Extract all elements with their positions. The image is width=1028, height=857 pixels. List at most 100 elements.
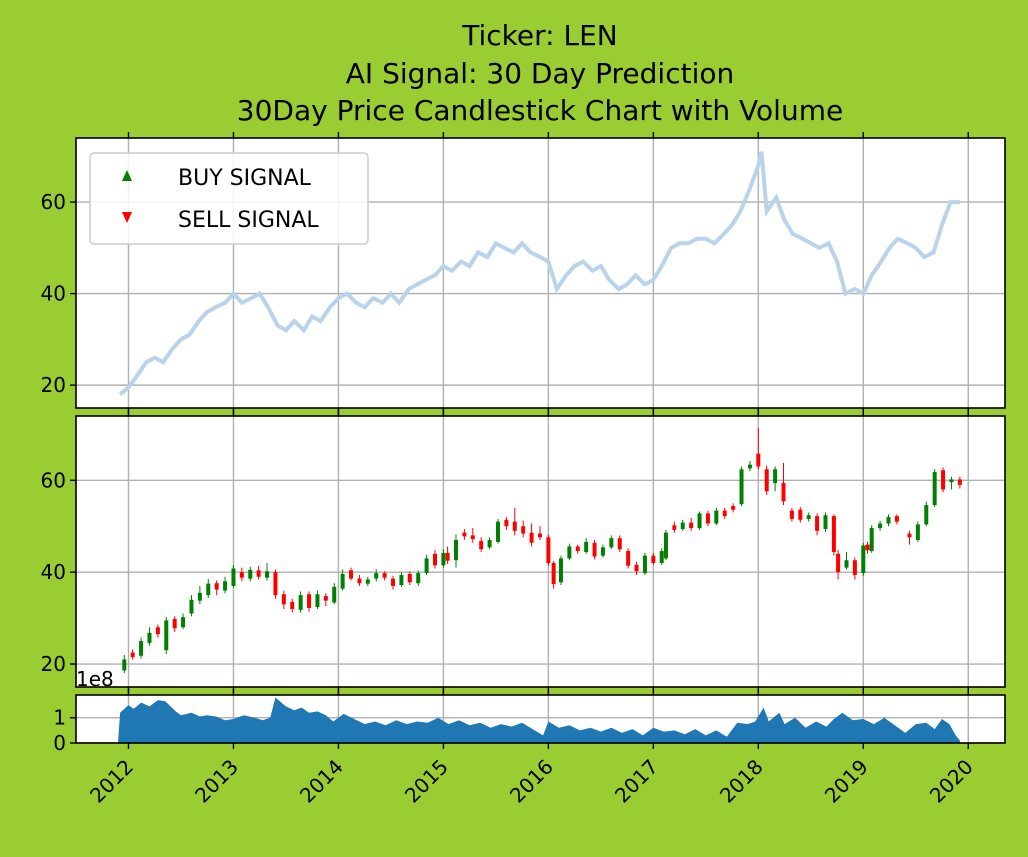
candle-body-93 xyxy=(878,523,883,529)
candle-body-0 xyxy=(122,659,127,671)
candle-body-100 xyxy=(941,470,946,490)
candle-body-46 xyxy=(504,519,509,527)
candle-body-18 xyxy=(273,572,278,596)
candlestick-ytick-label-20: 20 xyxy=(41,652,66,676)
candlestick-panel-grid xyxy=(76,416,1005,687)
candle-body-101 xyxy=(949,479,954,483)
candle-body-96 xyxy=(907,533,912,538)
candle-body-29 xyxy=(365,579,370,584)
volume-panel-frame xyxy=(75,694,1006,744)
candle-body-32 xyxy=(391,578,396,586)
candle-body-35 xyxy=(416,573,421,584)
candle-body-13 xyxy=(231,568,236,586)
candle-body-47 xyxy=(512,521,517,531)
candle-body-51 xyxy=(546,537,551,563)
candle-body-56 xyxy=(584,541,589,552)
candle-body-41 xyxy=(462,532,467,537)
candle-body-50 xyxy=(537,533,542,538)
candle-body-84 xyxy=(815,516,820,531)
candle-body-79 xyxy=(773,469,778,484)
price-panel: 20 40 60 BUY SIGNAL SELL SIGNAL xyxy=(41,132,1006,414)
candle-body-2 xyxy=(139,641,144,656)
candle-body-80 xyxy=(781,483,786,502)
candle-body-87 xyxy=(836,553,841,573)
candlestick-panel-background xyxy=(76,416,1005,687)
candle-body-63 xyxy=(642,555,647,574)
candle-body-4 xyxy=(155,627,160,635)
candle-body-94 xyxy=(886,517,891,524)
candle-body-44 xyxy=(487,540,492,548)
chart-title-line2: AI Signal: 30 Day Prediction xyxy=(346,57,734,90)
candle-body-66 xyxy=(663,532,668,559)
volume-ytick-label-0: 0 xyxy=(53,731,66,755)
candle-body-12 xyxy=(223,581,228,591)
volume-x-tickmarks xyxy=(127,689,969,749)
candlestick-ytick-label-40: 40 xyxy=(41,560,66,584)
candle-body-16 xyxy=(256,570,261,577)
candle-body-65 xyxy=(659,551,664,563)
candlestick-panel: 20 40 60 xyxy=(41,410,1006,693)
candle-body-98 xyxy=(924,505,929,525)
candle-body-77 xyxy=(756,453,761,467)
candle-body-17 xyxy=(265,571,270,578)
candle-body-22 xyxy=(307,594,312,608)
candle-body-86 xyxy=(831,516,836,552)
candle-body-48 xyxy=(521,526,526,534)
candle-body-5 xyxy=(164,620,169,651)
candle-body-89 xyxy=(852,560,857,575)
price-line xyxy=(118,151,960,396)
candle-body-43 xyxy=(479,540,484,550)
candle-body-28 xyxy=(357,578,362,584)
candle-body-72 xyxy=(714,510,719,524)
candlestick-y-ticks: 20 40 60 xyxy=(41,468,76,676)
candle-body-82 xyxy=(798,509,803,520)
candle-body-99 xyxy=(932,472,937,506)
candle-body-60 xyxy=(617,538,622,550)
candle-body-88 xyxy=(844,560,849,568)
price-ytick-label-60: 60 xyxy=(41,190,66,214)
candle-body-81 xyxy=(789,510,794,519)
candle-body-33 xyxy=(399,574,404,586)
candle-body-69 xyxy=(689,522,694,529)
candle-body-15 xyxy=(248,569,253,579)
candle-body-3 xyxy=(147,632,152,643)
candle-body-68 xyxy=(680,522,685,529)
candle-body-30 xyxy=(374,573,379,579)
candle-body-19 xyxy=(281,594,286,605)
legend-sell-label: SELL SIGNAL xyxy=(178,208,319,233)
legend-box xyxy=(89,152,369,245)
candle-body-90 xyxy=(861,545,866,574)
candle-body-73 xyxy=(722,510,727,517)
volume-y-ticks: 01 xyxy=(53,706,76,755)
candle-body-85 xyxy=(823,515,828,529)
candle-body-76 xyxy=(747,464,752,469)
chart-title-line3: 30Day Price Candlestick Chart with Volum… xyxy=(237,94,843,127)
candle-body-31 xyxy=(382,573,387,578)
volume-offset-label: 1e8 xyxy=(76,667,114,691)
candle-body-78 xyxy=(764,469,769,492)
candle-body-6 xyxy=(172,619,177,629)
candle-body-59 xyxy=(609,538,614,548)
candle-body-53 xyxy=(558,558,563,583)
candle-body-8 xyxy=(189,599,194,614)
candle-body-38 xyxy=(441,552,446,566)
candle-body-45 xyxy=(495,521,500,542)
candle-body-25 xyxy=(332,586,337,603)
candlestick-ytick-label-60: 60 xyxy=(41,468,66,492)
candle-body-97 xyxy=(915,524,920,541)
price-panel-frame xyxy=(75,137,1006,409)
candle-body-21 xyxy=(298,595,303,610)
price-ytick-label-40: 40 xyxy=(41,282,66,306)
candle-body-61 xyxy=(626,551,631,566)
candle-body-10 xyxy=(206,583,211,596)
candle-body-58 xyxy=(600,547,605,556)
volume-panel: 01 1e8 xyxy=(53,667,1006,755)
candlestick-panel-frame xyxy=(75,415,1006,688)
candle-body-57 xyxy=(592,542,597,557)
candle-body-55 xyxy=(575,546,580,552)
candle-body-54 xyxy=(567,546,572,559)
candle-body-52 xyxy=(551,562,556,585)
candle-body-9 xyxy=(197,592,202,601)
candle-body-102 xyxy=(957,479,962,485)
